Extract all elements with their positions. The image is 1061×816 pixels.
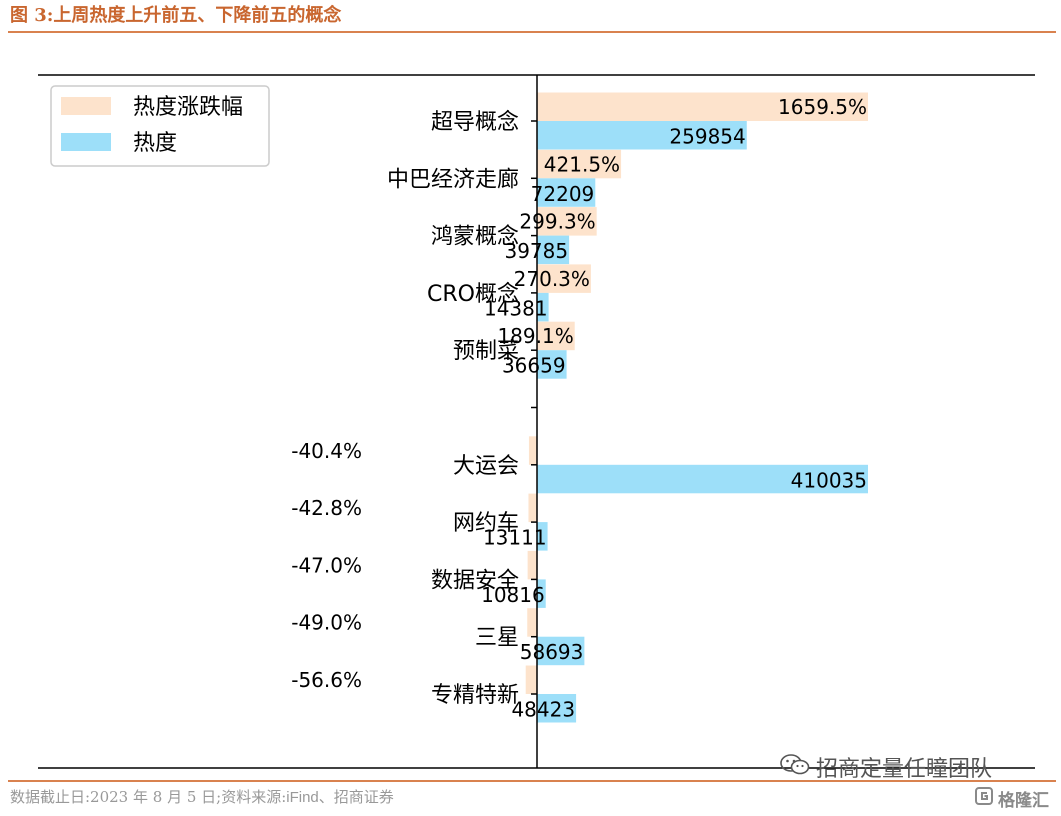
data-label-heat: 39785 [504, 239, 568, 263]
title-divider [8, 31, 1056, 33]
wechat-watermark: 招商定量任瞳团队 [780, 752, 992, 782]
bar-heat [537, 121, 747, 150]
data-label-heat: 13111 [483, 526, 547, 550]
bar-heat-change [528, 436, 537, 465]
wechat-icon [780, 753, 810, 781]
chart: 超导概念 1659.5% 259854 中巴经济走廊 421.5% 72209 鸿蒙概念29… [38, 74, 1035, 769]
data-label-heat-change: 189.1% [497, 324, 573, 348]
source-prefix: 数据截止日:2023 年 8 月 5 日;资料来源: [10, 788, 287, 806]
category-label: 专精特新 [431, 683, 519, 708]
labels-layer: 超导概念 1659.5% 259854 中巴经济走廊 421.5% 72209 鸿蒙概念29… [291, 95, 867, 722]
data-label-heat-change: -56.6% [291, 668, 362, 692]
bar-heat-change [525, 665, 537, 694]
data-label-heat: 259854 [669, 125, 745, 149]
bar-heat-change [537, 149, 622, 179]
data-label-heat-change: -40.4% [291, 439, 362, 463]
data-label-heat: 410035 [791, 468, 867, 492]
legend-label: 热度 [133, 131, 177, 156]
source-suffix: 、招商证券 [318, 788, 394, 806]
data-label-heat-change: 299.3% [519, 210, 595, 234]
data-label-heat-change: -49.0% [291, 611, 362, 635]
category-label: 鸿蒙概念 [431, 225, 519, 250]
brand-name: 格隆汇 [998, 790, 1049, 811]
source-ascii: iFind [286, 789, 319, 806]
data-label-heat-change: -42.8% [291, 496, 362, 520]
bar-heat-change [537, 207, 597, 236]
bar-heat [537, 464, 868, 494]
bar-heat [537, 636, 585, 666]
category-label: 三星 [475, 626, 519, 651]
legend-label: 热度涨跌幅 [133, 95, 243, 120]
figure-source: 数据截止日:2023 年 8 月 5 日;资料来源:iFind、招商证券 [10, 786, 394, 808]
bars-layer [525, 92, 868, 723]
figure-title: 图 3:上周热度上升前五、下降前五的概念 [10, 5, 342, 26]
bar-heat-change [537, 92, 868, 121]
data-label-heat: 72209 [531, 182, 595, 206]
legend-swatch [61, 133, 111, 151]
bar-heat-change [527, 608, 537, 637]
bar-heat [537, 579, 546, 608]
data-label-heat: 10816 [481, 583, 545, 607]
legend-swatch [61, 97, 111, 115]
bar-heat-change [537, 321, 575, 351]
bar-heat [537, 350, 567, 379]
bar-heat [537, 694, 577, 723]
bar-heat [537, 178, 596, 207]
bar-heat-change [537, 264, 591, 293]
category-label: CRO概念 [427, 282, 519, 307]
data-label-heat-change: 270.3% [514, 267, 590, 291]
bar-heat [537, 522, 548, 551]
data-label-heat: 48423 [511, 698, 575, 722]
bar-heat [537, 235, 570, 265]
brand-watermark: 格隆汇 [974, 786, 1049, 811]
data-label-heat-change: 1659.5% [778, 95, 867, 119]
gelonghui-logo-icon [974, 786, 994, 810]
data-label-heat: 58693 [520, 640, 584, 664]
category-label: 超导概念 [431, 110, 519, 135]
data-label-heat: 36659 [502, 354, 566, 378]
category-label: 预制菜 [453, 339, 519, 364]
data-label-heat-change: 421.5% [544, 152, 620, 176]
category-label: 中巴经济走廊 [387, 167, 519, 192]
wechat-account-name: 招商定量任瞳团队 [816, 757, 993, 782]
source-divider [8, 780, 1056, 782]
category-label: 数据安全 [431, 568, 519, 593]
data-label-heat: 14381 [484, 296, 548, 320]
data-label-heat-change: -47.0% [291, 553, 362, 577]
axes-layer [38, 74, 1035, 769]
bar-heat [537, 292, 549, 322]
bar-heat-change [528, 493, 537, 523]
category-label: 大运会 [453, 454, 519, 479]
category-label: 网约车 [453, 511, 519, 536]
bar-heat-change [527, 550, 537, 580]
